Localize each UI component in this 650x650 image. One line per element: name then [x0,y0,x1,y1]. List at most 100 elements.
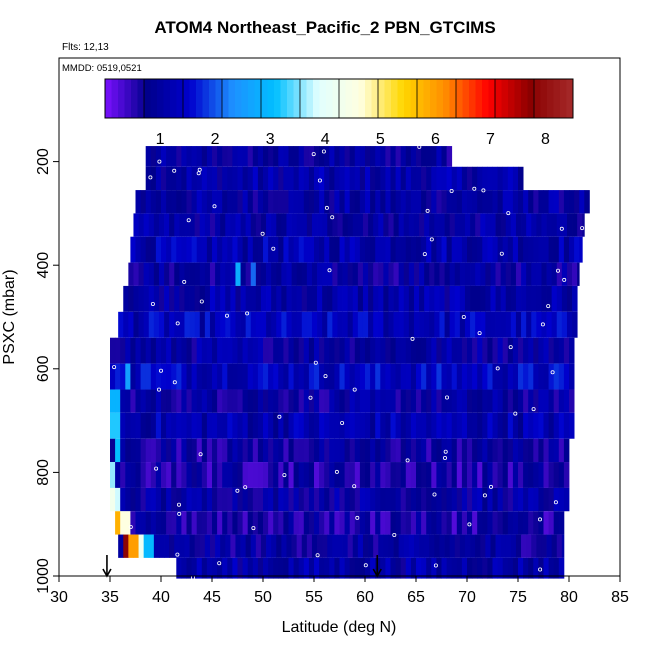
sample-point [553,500,558,505]
heatmap-cell [220,311,226,338]
heatmap-cell [436,462,442,488]
heatmap-cell [278,146,284,167]
sample-point [251,526,256,531]
heatmap-cell [140,511,147,535]
heatmap-cell [263,557,269,579]
heatmap-cell [510,213,517,237]
heatmap-cell [128,311,134,338]
heatmap-cell [135,236,141,263]
heatmap-cell [477,190,483,214]
heatmap-cell [308,412,315,439]
heatmap-cell [518,166,524,191]
heatmap-cell [130,412,136,439]
heatmap-cell [324,190,330,214]
sample-point [538,567,543,572]
heatmap-cell [538,511,544,535]
heatmap-cell [434,311,440,338]
heatmap-cell [349,146,356,167]
heatmap-cell [268,363,274,390]
heatmap-cell [431,236,437,263]
heatmap-cell [306,534,313,558]
heatmap-cell [324,389,330,413]
heatmap-cell [495,262,502,286]
heatmap-cell [230,534,236,558]
heatmap-cell [502,337,509,364]
sample-point [482,493,487,498]
heatmap-cell [133,213,139,237]
heatmap-cell [337,285,343,312]
heatmap-cell [171,389,177,413]
heatmap-cell [327,213,333,237]
heatmap-cell [373,311,379,338]
heatmap-cell [349,389,356,413]
heatmap-cell [461,438,468,463]
heatmap-cell [155,511,162,535]
heatmap-cell [308,166,315,191]
colorbar-swatch [560,79,567,118]
sample-point [355,515,360,520]
heatmap-cell [449,285,456,312]
colorbar-swatch [222,79,229,118]
heatmap-cell [365,412,371,439]
colorbar-swatch [332,79,340,118]
heatmap-cell [431,557,437,579]
heatmap-cell [324,337,330,364]
heatmap-cell [145,236,152,263]
heatmap-cell [204,285,211,312]
heatmap-cell [303,412,310,439]
heatmap-cell [400,166,407,191]
heatmap-cell [125,412,131,439]
heatmap-cell [538,462,544,488]
heatmap-cell [449,213,456,237]
sample-point [172,168,177,173]
heatmap-cell [472,462,478,488]
heatmap-cell [252,389,259,413]
heatmap-cell [247,146,254,167]
heatmap-cell [242,462,249,488]
heatmap-cell [191,412,198,439]
heatmap-cell [365,363,371,390]
colorbar-swatch [436,79,444,118]
heatmap-cell [497,487,504,512]
heatmap-cell [227,462,233,488]
heatmap-cell [174,534,180,558]
heatmap-cell [558,389,565,413]
heatmap-cell [344,190,351,214]
heatmap-cell [204,213,211,237]
heatmap-cell [252,363,259,390]
heatmap-cell [215,262,221,286]
heatmap-cell [523,462,529,488]
heatmap-cell [354,236,361,263]
heatmap-cell [385,166,391,191]
heatmap-cell [206,462,213,488]
heatmap-cell [370,389,376,413]
heatmap-cell [548,337,555,364]
heatmap-cell [431,438,437,463]
heatmap-cell [526,213,532,237]
sample-point [467,522,472,527]
heatmap-cell [242,438,249,463]
heatmap-cell [548,236,555,263]
heatmap-cell [273,363,279,390]
heatmap-cell [349,166,356,191]
heatmap-cell [497,511,504,535]
heatmap-cell [242,146,249,167]
heatmap-cell [441,236,447,263]
heatmap-cell [487,412,493,439]
heatmap-cell [283,166,289,191]
heatmap-cell [347,262,354,286]
heatmap-cell [232,363,238,390]
heatmap-cell [184,534,190,558]
heatmap-cell [145,462,152,488]
heatmap-cell [487,190,493,214]
sample-point [177,511,182,516]
heatmap-cell [385,236,391,263]
heatmap-cell [217,557,223,579]
heatmap-cell [492,511,498,535]
heatmap-cell [161,363,167,390]
heatmap-cell [245,534,252,558]
heatmap-cell [518,389,524,413]
heatmap-cell [281,262,287,286]
heatmap-cell [472,511,478,535]
